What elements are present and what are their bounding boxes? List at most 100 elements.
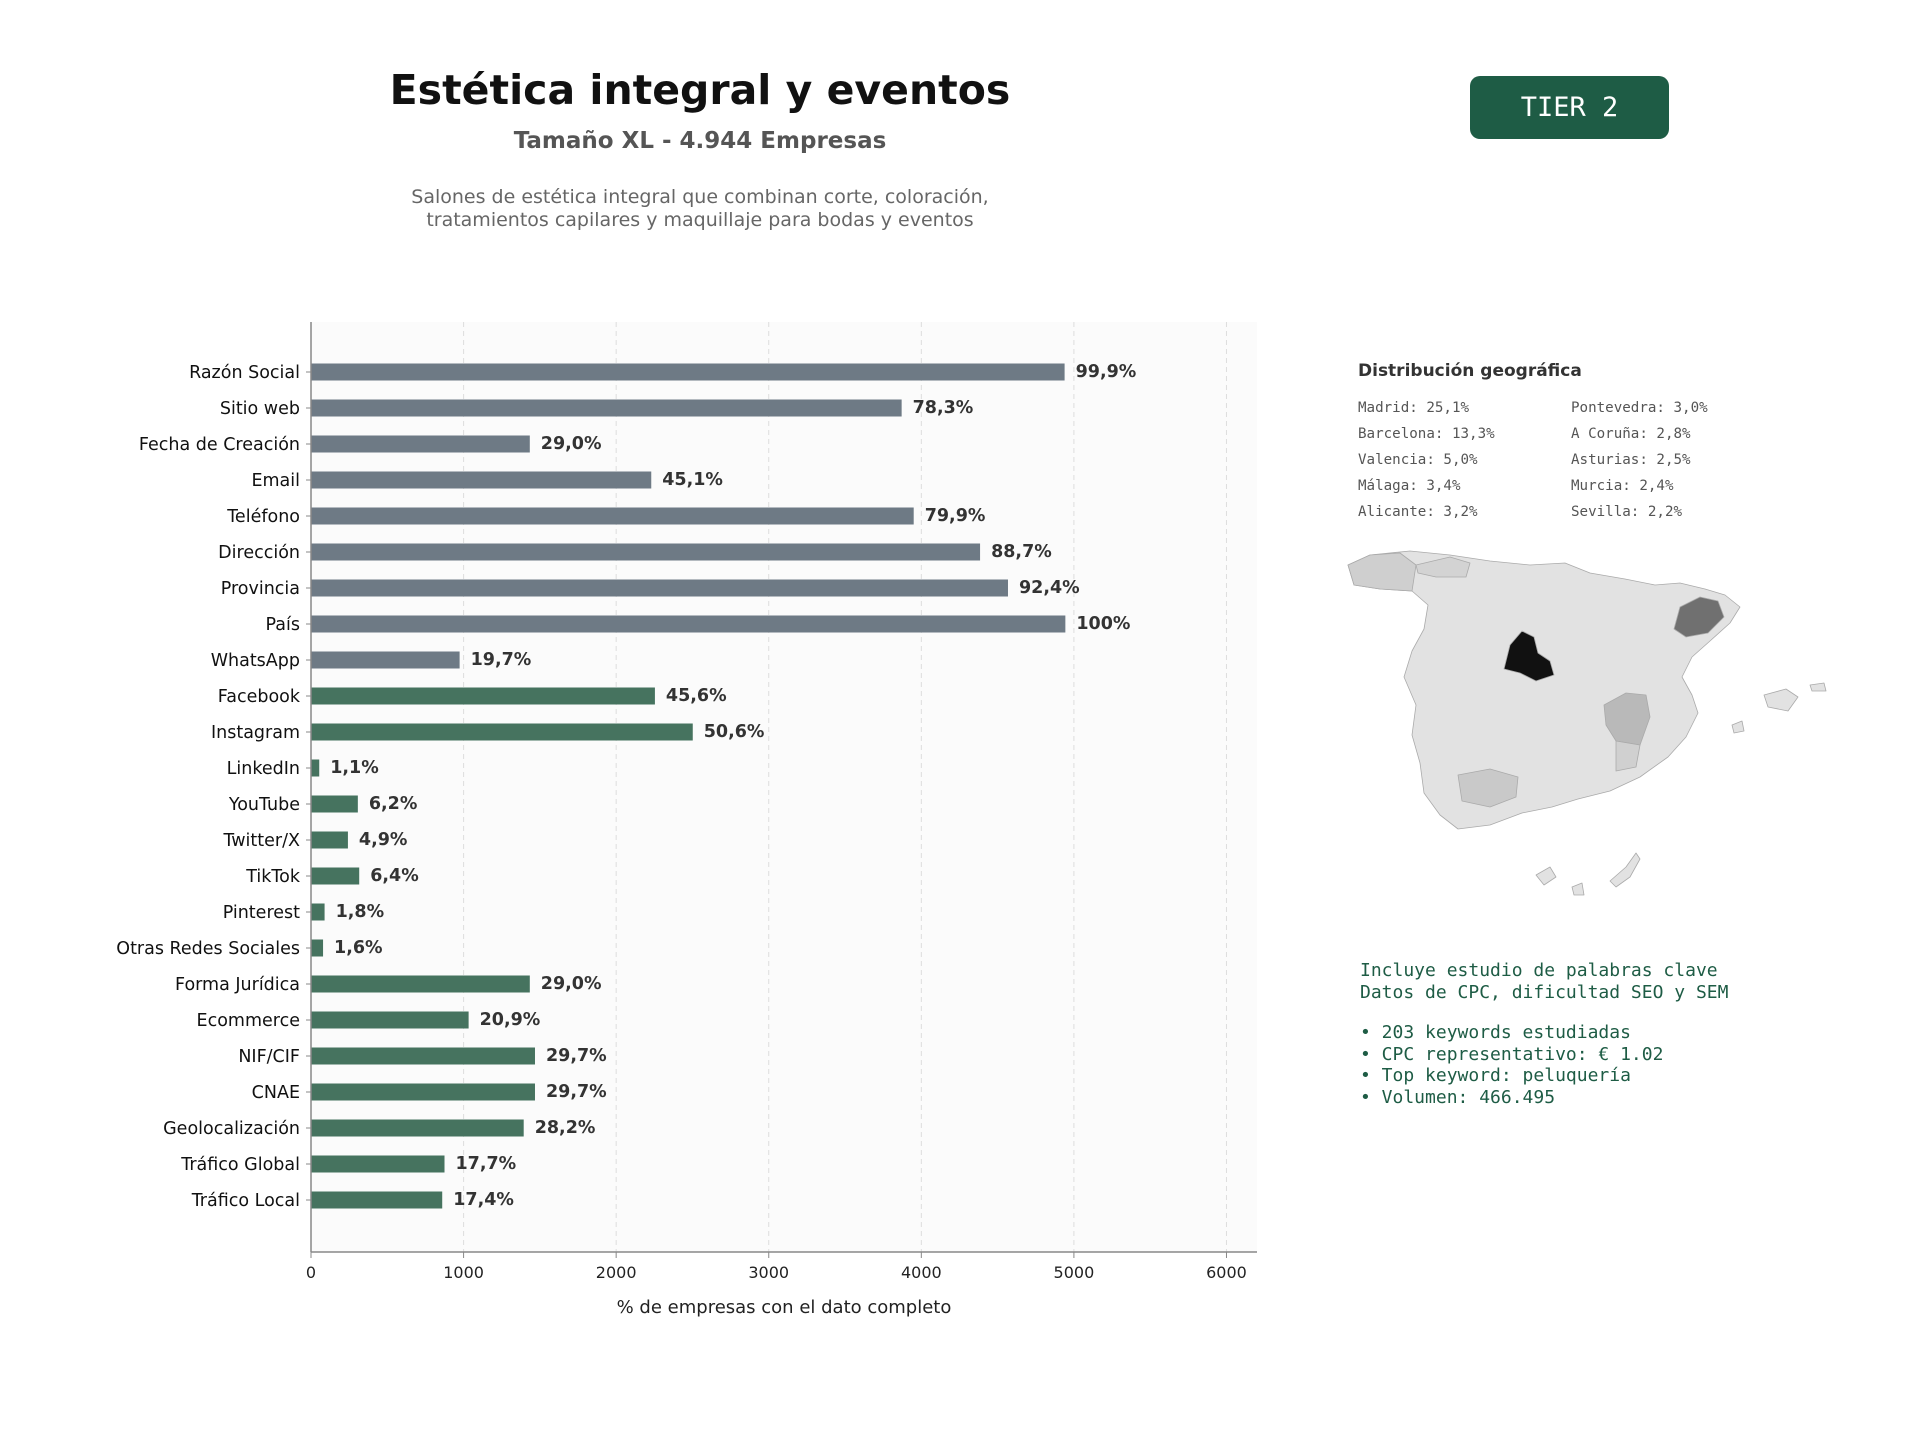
x-tick-label: 2000 <box>596 1263 637 1282</box>
map-asturias <box>1415 556 1471 578</box>
map-ibiza <box>1731 720 1745 734</box>
page-title: Estética integral y eventos <box>389 66 1011 114</box>
value-label: 79,9% <box>925 506 986 526</box>
x-axis-label: % de empresas con el dato completo <box>617 1297 952 1318</box>
bar <box>311 1191 443 1209</box>
category-label: Instagram <box>211 723 300 743</box>
bar <box>311 363 1065 381</box>
category-label: Tráfico Local <box>191 1191 300 1211</box>
page-subtitle: Tamaño XL - 4.944 Empresas <box>513 128 887 154</box>
bar <box>311 939 324 957</box>
bar <box>311 687 655 705</box>
category-label: Facebook <box>218 687 301 707</box>
value-label: 4,9% <box>359 830 408 850</box>
category-label: Ecommerce <box>197 1011 300 1031</box>
keyword-bullet: • 203 keywords estudiadas <box>1360 1022 1631 1043</box>
value-label: 29,7% <box>546 1082 607 1102</box>
value-label: 28,2% <box>535 1118 596 1138</box>
x-tick-label: 5000 <box>1054 1263 1095 1282</box>
map-menorca <box>1809 682 1827 692</box>
map-peninsula <box>1347 550 1741 830</box>
category-label: Sitio web <box>220 399 300 419</box>
value-label: 88,7% <box>991 542 1052 562</box>
map-canarias-west <box>1535 866 1557 886</box>
value-label: 20,9% <box>480 1010 541 1030</box>
geo-item: Murcia: 2,4% <box>1571 478 1674 494</box>
category-label: Email <box>251 471 300 491</box>
value-label: 50,6% <box>704 722 765 742</box>
category-label: País <box>266 615 300 635</box>
bar <box>311 831 348 849</box>
map-canarias-east <box>1609 852 1641 888</box>
map-galicia <box>1347 552 1417 592</box>
category-label: Forma Jurídica <box>175 975 300 995</box>
x-tick-label: 3000 <box>748 1263 789 1282</box>
value-label: 19,7% <box>471 650 532 670</box>
category-label: Tráfico Global <box>180 1155 300 1175</box>
x-tick-label: 4000 <box>901 1263 942 1282</box>
category-label: Razón Social <box>189 363 300 383</box>
bar <box>311 507 914 525</box>
bar <box>311 1119 524 1137</box>
bar <box>311 975 530 993</box>
keyword-bullet: • Volumen: 466.495 <box>1360 1086 1556 1108</box>
category-label: LinkedIn <box>227 759 300 779</box>
bar <box>311 1155 445 1173</box>
map-madrid <box>1503 630 1555 682</box>
category-label: WhatsApp <box>211 651 300 671</box>
geo-item: Málaga: 3,4% <box>1358 478 1461 494</box>
value-label: 1,1% <box>330 758 379 778</box>
value-label: 6,2% <box>369 794 418 814</box>
keywords-line-1: Incluye estudio de palabras clave <box>1360 960 1718 981</box>
category-label: Dirección <box>218 543 300 563</box>
bar <box>311 723 693 741</box>
geo-item: Pontevedra: 3,0% <box>1571 400 1708 416</box>
keywords-bullets: • 203 keywords estudiadas • CPC represent… <box>1360 1022 1728 1108</box>
value-label: 17,7% <box>456 1154 517 1174</box>
bars <box>311 363 1066 1209</box>
bar <box>311 867 360 885</box>
category-label: Otras Redes Sociales <box>116 939 300 959</box>
geo-distribution-list: Madrid: 25,1% Pontevedra: 3,0% Barcelona: … <box>1358 398 1738 522</box>
bar <box>311 1011 469 1029</box>
value-label: 45,1% <box>662 470 723 490</box>
description-line-1: Salones de estética integral que combina… <box>411 186 989 208</box>
geo-title: Distribución geográfica <box>1358 361 1582 381</box>
keywords-panel: Incluye estudio de palabras clave Datos … <box>1360 960 1728 1108</box>
category-label: YouTube <box>228 795 300 815</box>
map-canarias-tenerife <box>1571 882 1585 896</box>
map-alicante <box>1615 740 1641 772</box>
x-tick-label: 6000 <box>1206 1263 1247 1282</box>
geo-item: Madrid: 25,1% <box>1358 400 1470 416</box>
category-label: Twitter/X <box>222 831 300 851</box>
x-ticks: 0 1000 2000 3000 4000 5000 6000 <box>306 1252 1247 1282</box>
sector-description: Salones de estética integral que combina… <box>300 186 1100 232</box>
geo-item: A Coruña: 2,8% <box>1571 426 1691 442</box>
value-label: 100% <box>1076 614 1130 634</box>
keyword-bullet: • CPC representativo: € 1.02 <box>1360 1043 1664 1065</box>
bar <box>311 615 1066 633</box>
tier-badge: TIER 2 <box>1470 76 1669 139</box>
geo-item: Asturias: 2,5% <box>1571 452 1691 468</box>
category-label: Fecha de Creación <box>139 435 300 455</box>
value-label: 6,4% <box>370 866 419 886</box>
spain-map <box>1347 550 1827 896</box>
category-label: Provincia <box>221 579 300 599</box>
x-tick-label: 0 <box>306 1263 316 1282</box>
geo-item: Barcelona: 13,3% <box>1358 426 1495 442</box>
x-tick-label: 1000 <box>443 1263 484 1282</box>
category-label: Teléfono <box>226 507 300 527</box>
value-label: 99,9% <box>1076 362 1137 382</box>
bar <box>311 903 325 921</box>
geo-item: Sevilla: 2,2% <box>1571 504 1683 520</box>
map-valencia <box>1603 692 1651 746</box>
category-label: Geolocalización <box>163 1119 300 1139</box>
geo-item: Valencia: 5,0% <box>1358 452 1478 468</box>
keyword-bullet: • Top keyword: peluquería <box>1360 1065 1631 1086</box>
value-label: 29,0% <box>541 434 602 454</box>
bar <box>311 1047 535 1065</box>
bar <box>311 471 652 489</box>
value-label: 78,3% <box>913 398 974 418</box>
category-label: NIF/CIF <box>238 1047 300 1067</box>
